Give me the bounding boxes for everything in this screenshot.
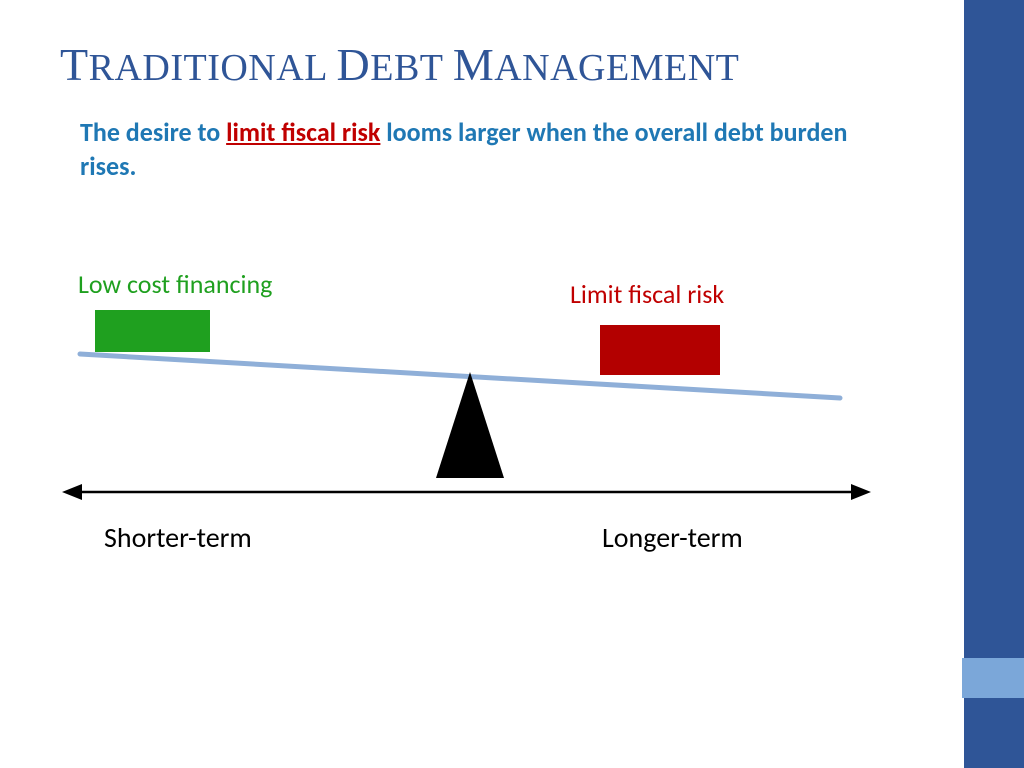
axis-arrow-left xyxy=(62,484,82,500)
sidebar-stripe xyxy=(964,0,1024,768)
seesaw-fulcrum xyxy=(436,372,504,478)
sidebar-accent xyxy=(962,658,1024,698)
axis-arrow-right xyxy=(851,484,871,500)
subtitle: The desire to limit fiscal risk looms la… xyxy=(80,116,860,184)
page-title: TRADITIONAL DEBT MANAGEMENT xyxy=(60,38,739,91)
seesaw-diagram xyxy=(40,280,890,540)
axis-label-right: Longer-term xyxy=(602,520,743,555)
subtitle-part1: The desire to xyxy=(80,116,226,148)
seesaw-beam xyxy=(80,354,840,398)
seesaw-right-box xyxy=(600,325,720,375)
axis-label-left: Shorter-term xyxy=(104,520,252,555)
subtitle-emph: limit fiscal risk xyxy=(226,116,380,148)
seesaw-left-box xyxy=(95,310,210,352)
